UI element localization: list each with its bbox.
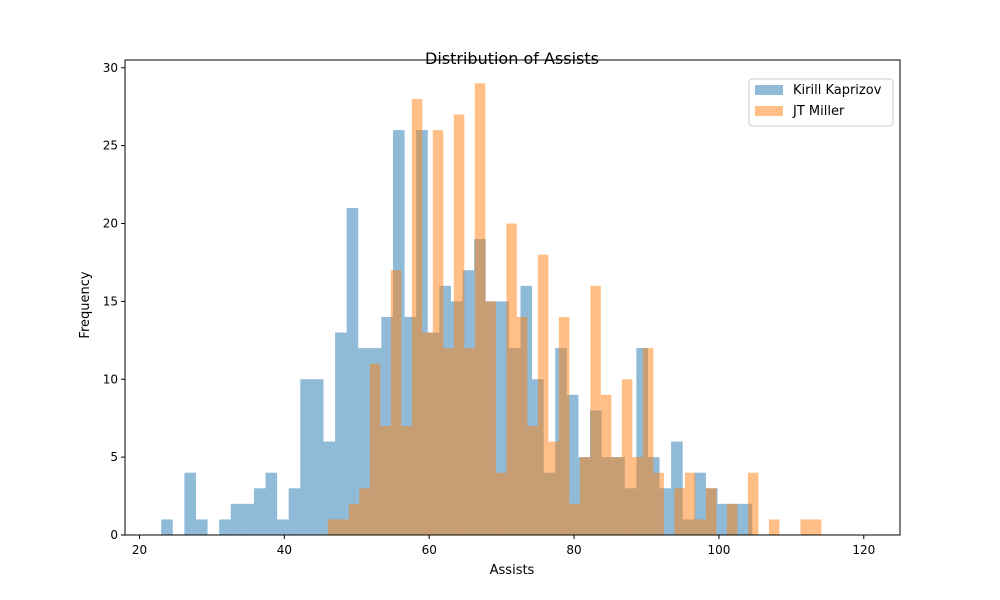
- histogram-bar-series-0: [636, 348, 648, 535]
- histogram-bar-series-0: [184, 472, 196, 535]
- histogram-bar-series-1: [380, 425, 391, 535]
- histogram-bar-series-1: [327, 519, 339, 535]
- legend-swatch-kaprizov: [755, 85, 783, 95]
- bars-layer: [161, 83, 822, 536]
- x-tick-label: 80: [566, 543, 581, 557]
- histogram-bar-series-1: [411, 98, 423, 536]
- histogram-bar-series-1: [674, 488, 685, 535]
- histogram-bar-series-0: [242, 503, 254, 535]
- histogram-bar-series-0: [659, 488, 672, 535]
- histogram-bar-series-0: [277, 519, 289, 535]
- histogram-bar-series-0: [219, 519, 231, 535]
- histogram-bar-series-1: [537, 254, 549, 536]
- histogram-bar-series-1: [401, 425, 412, 535]
- histogram-bar-series-1: [348, 503, 360, 535]
- y-tick-label: 15: [103, 294, 118, 308]
- histogram-bar-series-1: [768, 519, 780, 535]
- legend-label-kaprizov: Kirill Kaprizov: [793, 83, 882, 98]
- x-tick-label: 20: [132, 543, 147, 557]
- x-tick-label: 40: [277, 543, 292, 557]
- x-tick-label: 60: [422, 543, 437, 557]
- y-tick-label: 20: [103, 217, 118, 231]
- histogram-bar-series-0: [497, 301, 509, 535]
- histogram-bar-series-1: [338, 519, 349, 535]
- histogram-bar-series-1: [390, 270, 402, 535]
- histogram-bar-series-1: [527, 425, 538, 535]
- histogram-bar-series-0: [717, 503, 730, 535]
- histogram-bar-series-1: [432, 130, 444, 535]
- histogram-bar-series-0: [358, 348, 370, 535]
- legend-box: [748, 78, 894, 127]
- x-axis-label: Assists: [490, 563, 535, 578]
- histogram-bar-series-0: [161, 519, 173, 535]
- histogram-bar-series-1: [695, 519, 706, 535]
- histogram-bar-series-1: [422, 332, 433, 535]
- histogram-bar-series-1: [611, 457, 622, 535]
- plot-frame: [124, 59, 901, 536]
- histogram-bar-series-0: [740, 503, 753, 535]
- histogram-bar-series-0: [323, 441, 336, 535]
- histogram-bar-series-1: [747, 472, 759, 535]
- histogram-bar-series-1: [443, 348, 454, 535]
- histogram-bar-series-1: [653, 472, 664, 535]
- histogram-bar-series-1: [359, 488, 370, 535]
- histogram-bar-series-1: [621, 379, 633, 535]
- histogram-bar-series-1: [632, 457, 643, 535]
- histogram-bar-series-0: [195, 519, 208, 535]
- histogram-bar-series-0: [230, 503, 243, 535]
- y-tick-label: 25: [103, 139, 118, 153]
- histogram-bar-series-1: [516, 316, 528, 535]
- y-axis-label: Frequency: [78, 271, 93, 338]
- legend-label-miller: JT Miller: [792, 104, 845, 119]
- histogram-bar-series-0: [300, 379, 312, 535]
- histogram-bar-series-1: [600, 394, 612, 535]
- histogram-bar-series-0: [311, 379, 324, 535]
- histogram-bar-series-1: [726, 503, 738, 535]
- histogram-bar-series-1: [590, 285, 601, 535]
- histogram-bar-series-0: [566, 394, 579, 535]
- histogram-bar-series-1: [485, 301, 496, 535]
- histogram-bar-series-1: [642, 348, 654, 535]
- chart-title: Distribution of Assists: [425, 49, 599, 68]
- histogram-bar-series-0: [288, 488, 301, 535]
- axes-layer: 20 40 60 80 100 120 0 5 10 15 20 25 30: [103, 59, 901, 557]
- histogram-bar-series-0: [346, 207, 359, 535]
- histogram-bar-series-1: [464, 348, 475, 535]
- histogram-bar-series-1: [548, 441, 559, 535]
- histogram-bar-series-0: [694, 472, 706, 535]
- x-tick-label: 100: [707, 543, 730, 557]
- y-tick-label: 0: [110, 528, 118, 542]
- histogram-bar-series-1: [453, 114, 465, 535]
- y-tick-label: 30: [103, 61, 118, 75]
- histogram-bar-series-1: [579, 457, 591, 535]
- histogram-bar-series-0: [253, 488, 266, 535]
- histogram-bar-series-1: [474, 83, 486, 536]
- legend-swatch-miller: [755, 106, 783, 116]
- histogram-bar-series-1: [558, 316, 570, 535]
- histogram-bar-series-1: [569, 503, 580, 535]
- y-tick-label: 10: [103, 372, 118, 386]
- y-tick-label: 5: [110, 450, 118, 464]
- histogram-bar-series-1: [506, 223, 517, 535]
- histogram-bar-series-1: [684, 472, 696, 535]
- histogram-bar-series-1: [810, 519, 822, 535]
- x-tick-label: 120: [852, 543, 875, 557]
- legend: Kirill Kaprizov JT Miller: [748, 78, 894, 127]
- histogram-bar-series-1: [369, 363, 381, 535]
- histogram-bar-series-0: [265, 472, 278, 535]
- histogram-bar-series-1: [705, 488, 717, 535]
- histogram-bar-series-0: [335, 332, 347, 535]
- histogram-bar-series-1: [800, 519, 811, 535]
- histogram-bar-series-1: [495, 472, 507, 535]
